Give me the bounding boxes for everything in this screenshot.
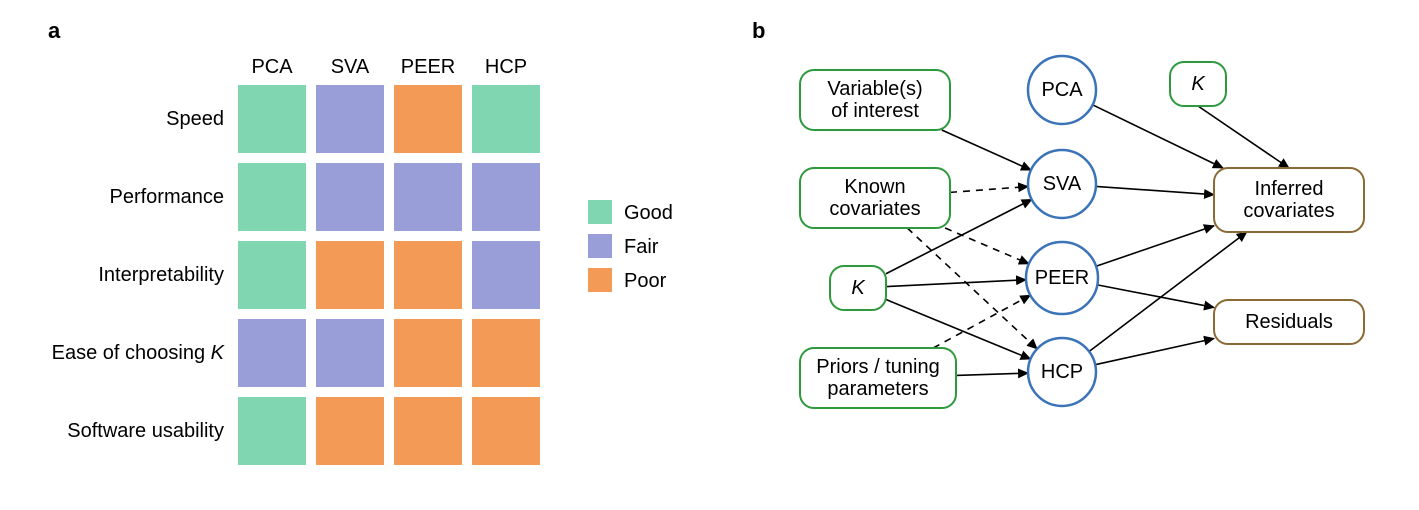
node-label: of interest (831, 100, 919, 122)
node-label: K (1191, 73, 1206, 95)
heatmap-cell (472, 85, 540, 153)
heatmap-cell (238, 241, 306, 309)
edge (942, 130, 1031, 170)
edge (907, 228, 1037, 349)
heatmap-cell (394, 241, 462, 309)
legend-label: Fair (624, 236, 659, 258)
heatmap-cell (316, 163, 384, 231)
heatmap-cell (394, 397, 462, 465)
heatmap-cell (394, 163, 462, 231)
node-hcp: HCP (1028, 338, 1096, 406)
node-k_left: K (830, 266, 886, 310)
node-var_interest: Variable(s)of interest (800, 70, 950, 130)
node-known_cov: Knowncovariates (800, 168, 950, 228)
edge (1096, 226, 1214, 267)
heatmap-cell (316, 241, 384, 309)
panel-b-letter: b (752, 18, 765, 43)
heatmap-cell (472, 241, 540, 309)
node-inferred: Inferredcovariates (1214, 168, 1364, 232)
edge (1198, 106, 1289, 168)
edge (1096, 186, 1214, 194)
legend-label: Poor (624, 270, 667, 292)
legend-swatch (588, 200, 612, 224)
heatmap-col-header: HCP (485, 56, 527, 78)
node-label: Variable(s) (827, 78, 922, 100)
edge (933, 295, 1030, 348)
node-peer: PEER (1026, 242, 1098, 314)
heatmap-cell (316, 397, 384, 465)
legend-label: Good (624, 202, 673, 224)
edge (950, 187, 1028, 193)
heatmap-cell (472, 397, 540, 465)
node-pca: PCA (1028, 56, 1096, 124)
node-label: covariates (1243, 200, 1334, 222)
heatmap-col-header: PEER (401, 56, 455, 78)
heatmap-row-label: Interpretability (98, 264, 224, 286)
node-label: SVA (1043, 173, 1082, 195)
node-label: PEER (1035, 267, 1089, 289)
heatmap-cell (472, 319, 540, 387)
node-label: Residuals (1245, 311, 1333, 333)
edge (1093, 105, 1223, 168)
heatmap-row-label: Ease of choosing K (52, 342, 226, 364)
heatmap-col-header: PCA (251, 56, 293, 78)
node-label: HCP (1041, 361, 1083, 383)
node-label: parameters (827, 378, 928, 400)
panel-a-letter: a (48, 18, 61, 43)
node-label: covariates (829, 198, 920, 220)
node-label: K (851, 277, 866, 299)
heatmap-cell (316, 85, 384, 153)
legend-swatch (588, 268, 612, 292)
node-priors: Priors / tuningparameters (800, 348, 956, 408)
node-residuals: Residuals (1214, 300, 1364, 344)
edge (886, 280, 1026, 287)
edge (956, 373, 1028, 375)
heatmap-col-header: SVA (331, 56, 370, 78)
node-label: Known (844, 176, 905, 198)
heatmap-cell (238, 397, 306, 465)
heatmap-cell (394, 319, 462, 387)
edge (945, 228, 1029, 264)
heatmap-row-label: Speed (166, 108, 224, 130)
legend-swatch (588, 234, 612, 258)
node-label: Inferred (1255, 178, 1324, 200)
node-label: PCA (1041, 79, 1083, 101)
heatmap-cell (472, 163, 540, 231)
node-label: Priors / tuning (816, 356, 939, 378)
heatmap-cell (238, 85, 306, 153)
edge (1095, 339, 1214, 365)
node-k_right: K (1170, 62, 1226, 106)
heatmap-cell (316, 319, 384, 387)
heatmap-row-label: Performance (110, 186, 225, 208)
edge (1097, 285, 1214, 308)
heatmap-cell (238, 163, 306, 231)
heatmap-cell (394, 85, 462, 153)
heatmap-cell (238, 319, 306, 387)
heatmap-row-label: Software usability (67, 420, 224, 442)
node-sva: SVA (1028, 150, 1096, 218)
